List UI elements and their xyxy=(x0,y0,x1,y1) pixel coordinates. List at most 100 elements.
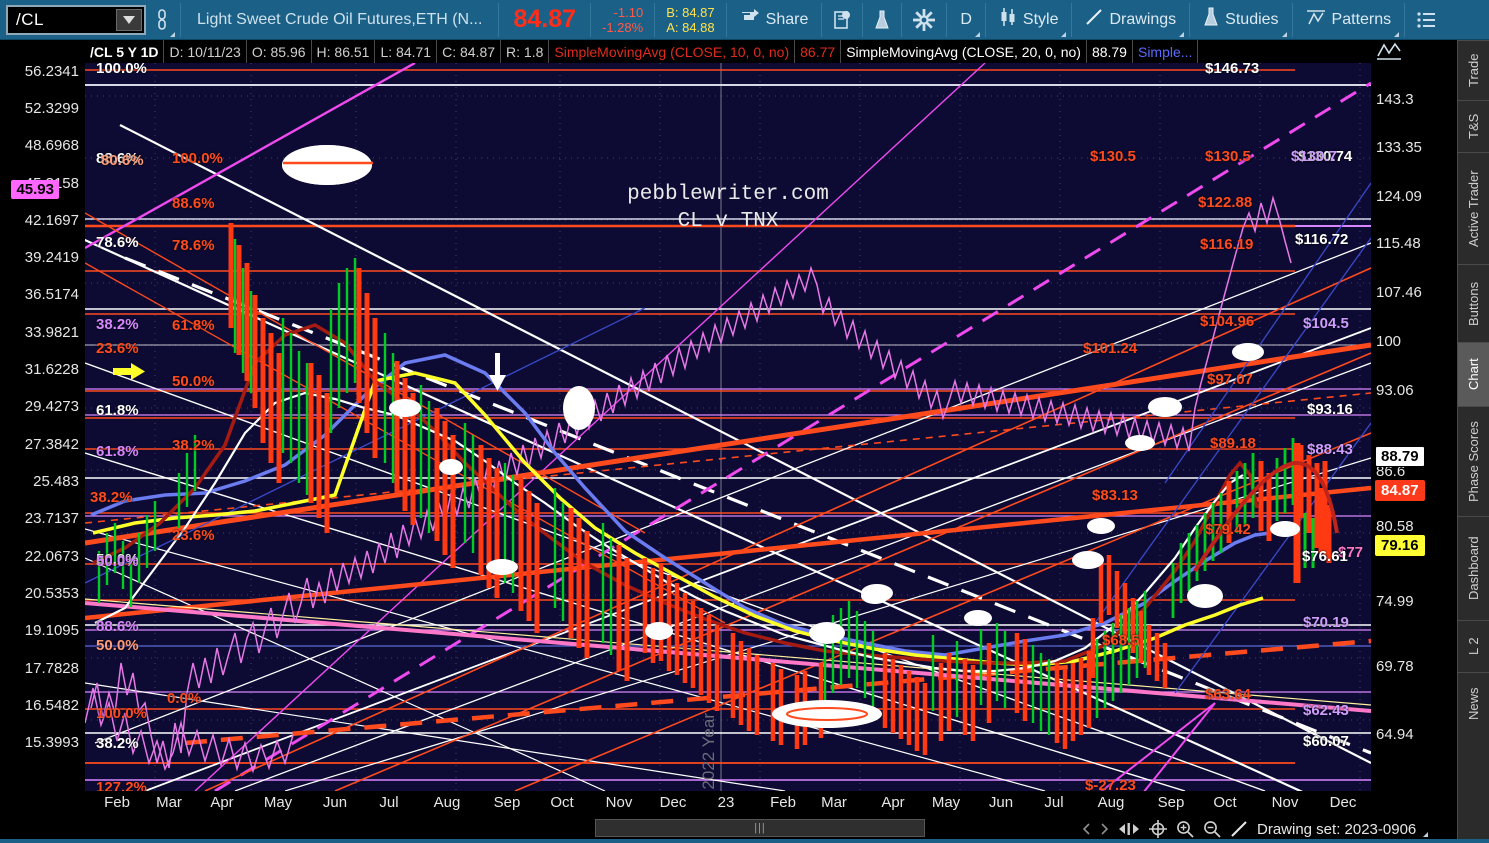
rail-item-label: Phase Scores xyxy=(1466,421,1481,502)
time-axis[interactable]: Feb Mar Apr May Jun Jul Aug Sep Oct Nov Dec 23 Feb Ma… xyxy=(85,791,1457,817)
right-axis-tick: 74.99 xyxy=(1376,593,1414,610)
rail-item-phase-scores[interactable]: Phase Scores xyxy=(1458,406,1489,516)
price-level-label: $146.73 xyxy=(1205,63,1260,77)
fibonacci-level-label: 61.8% xyxy=(96,443,139,460)
list-menu-icon[interactable] xyxy=(1407,0,1445,40)
share-button[interactable]: Share xyxy=(729,0,820,40)
drawing-set-selector[interactable]: Drawing set: 2023-0906 xyxy=(1257,820,1429,838)
fibonacci-level-label: 78.6% xyxy=(96,234,139,251)
rail-item-dashboard[interactable]: Dashboard xyxy=(1458,516,1489,620)
fibonacci-level-label: 88.6% xyxy=(172,195,215,212)
rail-item-trade[interactable]: Trade xyxy=(1458,40,1489,100)
rail-item-l-2[interactable]: L 2 xyxy=(1458,620,1489,672)
zoom-out-icon[interactable] xyxy=(1203,820,1221,838)
info-open: O: 85.96 xyxy=(247,40,312,63)
info-symbol: /CL 5 Y 1D xyxy=(85,40,165,63)
chart-horizontal-scrollbar[interactable]: ||| xyxy=(595,819,925,837)
gear-icon[interactable] xyxy=(904,0,944,40)
draw-line-icon[interactable] xyxy=(1230,820,1248,838)
price-level-label: $101.24 xyxy=(1083,340,1138,357)
fibonacci-level-label: 38.2% xyxy=(96,316,139,333)
fibonacci-level-label: 61.8% xyxy=(172,317,215,334)
time-axis-tick: Aug xyxy=(433,794,461,811)
rail-item-news[interactable]: News xyxy=(1458,672,1489,734)
rail-item-label: Dashboard xyxy=(1466,536,1481,601)
drawing-set-label: Drawing set: 2023-0906 xyxy=(1257,820,1417,838)
step-right-icon[interactable] xyxy=(1100,823,1109,835)
fibonacci-level-label: 50.0% xyxy=(172,373,215,390)
step-left-icon[interactable] xyxy=(1082,823,1091,835)
study-3-name[interactable]: Simple... xyxy=(1133,40,1199,63)
right-axis-tick: 133.35 xyxy=(1376,139,1422,156)
crosshair-icon[interactable] xyxy=(1149,820,1167,838)
share-icon xyxy=(740,8,760,31)
divider xyxy=(1189,2,1191,37)
left-axis-current-tag: 45.93 xyxy=(11,180,59,199)
price-chart[interactable]: pebblewriter.com CL v TNX 2022 Year $146… xyxy=(85,63,1371,791)
symbol-input[interactable]: /CL xyxy=(6,4,146,35)
flask-icon[interactable] xyxy=(865,0,899,40)
style-button[interactable]: Style xyxy=(988,0,1070,40)
price-level-label: $76.61 xyxy=(1302,548,1348,565)
time-axis-tick: Sep xyxy=(1157,794,1185,811)
right-axis-tick: 64.94 xyxy=(1376,726,1414,743)
rail-item-chart[interactable]: Chart xyxy=(1458,342,1489,406)
left-axis-tick: 22.0673 xyxy=(24,548,79,565)
link-icon[interactable] xyxy=(146,0,178,40)
share-label: Share xyxy=(765,10,809,28)
price-level-label: $130.74 xyxy=(1298,148,1353,165)
info-close: C: 84.87 xyxy=(437,40,502,63)
rail-item-label: Chart xyxy=(1466,358,1481,391)
notes-icon[interactable] xyxy=(824,0,860,40)
fibonacci-level-label: 23.6% xyxy=(96,340,139,357)
price-level-label: $60.07 xyxy=(1303,733,1349,750)
time-axis-tick: Sep xyxy=(493,794,521,811)
rail-item-t-s[interactable]: T&S xyxy=(1458,100,1489,152)
right-axis-tick: 86.6 xyxy=(1376,463,1406,480)
chevron-down-icon[interactable] xyxy=(116,8,142,31)
price-level-label: $68.5 xyxy=(1102,632,1140,649)
right-axis-tick: 80.58 xyxy=(1376,518,1414,535)
right-arrow-annotation xyxy=(113,363,145,380)
price-level-label: $63.64 xyxy=(1205,686,1251,703)
divider xyxy=(901,2,903,37)
rail-item-buttons[interactable]: Buttons xyxy=(1458,264,1489,342)
study-1-name[interactable]: SimpleMovingAvg (CLOSE, 10, 0, no) xyxy=(549,40,796,63)
timeframe-button[interactable]: D xyxy=(949,0,983,40)
right-price-axis[interactable]: 143.3 133.35 124.09 115.48 107.46 100 93.06 86.… xyxy=(1371,63,1457,806)
time-axis-tick: Apr xyxy=(210,794,234,811)
divider xyxy=(180,2,181,37)
zoom-in-icon[interactable] xyxy=(1176,820,1194,838)
patterns-button[interactable]: Patterns xyxy=(1295,0,1403,40)
divider xyxy=(1404,2,1406,37)
time-axis-tick: Feb xyxy=(770,794,796,811)
fibonacci-level-label: 38.2% xyxy=(96,735,139,752)
right-axis-tick: 143.3 xyxy=(1376,91,1414,108)
drawings-button[interactable]: Drawings xyxy=(1074,0,1187,40)
right-axis-tick: 107.46 xyxy=(1376,284,1422,301)
patterns-label: Patterns xyxy=(1331,10,1392,28)
study-2-name[interactable]: SimpleMovingAvg (CLOSE, 20, 0, no) xyxy=(841,40,1087,63)
time-axis-tick: Jun xyxy=(988,794,1014,811)
timeframe-label: D xyxy=(960,10,972,28)
studies-button[interactable]: Studies xyxy=(1192,0,1289,40)
chart-type-icon[interactable] xyxy=(1376,41,1404,62)
left-price-axis[interactable]: 56.234152.329948.696845.315842.169739.24… xyxy=(0,40,85,803)
line-icon xyxy=(1085,8,1103,31)
pan-icon[interactable] xyxy=(1118,822,1140,836)
divider xyxy=(725,2,727,37)
rail-item-active-trader[interactable]: Active Trader xyxy=(1458,152,1489,264)
left-axis-tick: 17.7828 xyxy=(24,660,79,677)
divider xyxy=(821,2,823,37)
time-axis-tick: Nov xyxy=(605,794,633,811)
left-axis-tick: 31.6228 xyxy=(24,361,79,378)
right-axis-tick: 124.09 xyxy=(1376,188,1422,205)
ask-value: A: 84.88 xyxy=(666,19,715,35)
drawings-label: Drawings xyxy=(1109,10,1177,28)
time-axis-tick: Mar xyxy=(156,794,182,811)
scrollbar-grip[interactable]: ||| xyxy=(754,822,766,834)
pattern-icon xyxy=(1306,8,1326,31)
divider xyxy=(654,2,656,37)
time-axis-tick: Jul xyxy=(1044,794,1064,811)
fibonacci-level-label: 50.0% xyxy=(96,637,139,654)
